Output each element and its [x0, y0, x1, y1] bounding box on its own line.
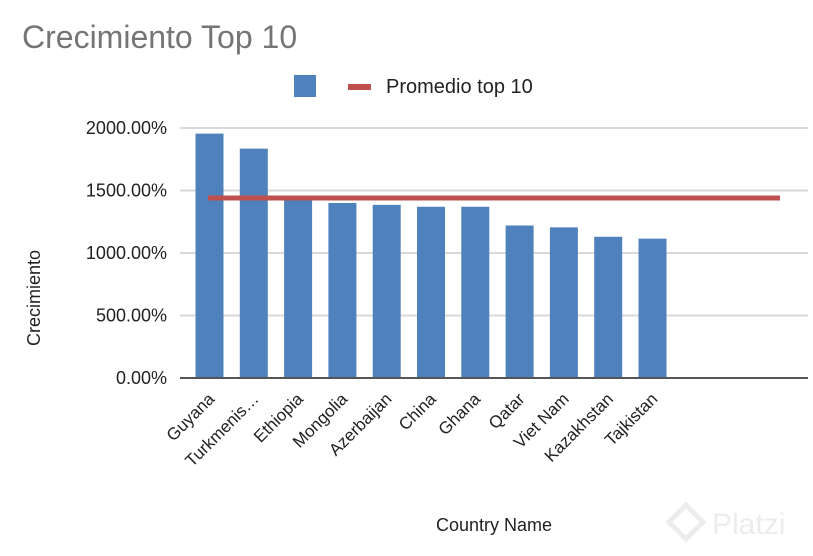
watermark: Platzi — [665, 501, 785, 543]
category-labels: GuyanaTurkmenis…EthiopiaMongoliaAzerbaij… — [163, 389, 662, 471]
category-label: China — [395, 389, 440, 434]
bar — [417, 206, 445, 378]
bar — [372, 204, 401, 378]
bar — [461, 206, 490, 378]
y-tick-label: 500.00% — [96, 306, 167, 326]
y-tick-labels: 0.00% 500.00% 1000.00% 1500.00% 2000.00% — [86, 118, 167, 388]
gridlines — [180, 127, 808, 317]
platzi-logo-icon — [665, 501, 707, 543]
bar — [638, 238, 667, 378]
y-tick-label: 2000.00% — [86, 118, 167, 138]
bar — [328, 203, 357, 378]
y-axis-title: Crecimiento — [24, 250, 44, 346]
y-tick-label: 1000.00% — [86, 243, 167, 263]
bar — [505, 225, 534, 378]
watermark-text: Platzi — [712, 508, 785, 541]
bar — [195, 133, 224, 378]
x-axis-title: Country Name — [436, 515, 552, 535]
legend: Promedio top 10 — [294, 75, 533, 98]
legend-bar-swatch — [294, 75, 316, 97]
bar — [284, 198, 313, 378]
bar — [549, 227, 578, 378]
y-tick-label: 1500.00% — [86, 181, 167, 201]
bars — [195, 133, 667, 378]
bar — [239, 148, 268, 378]
y-tick-label: 0.00% — [116, 368, 167, 388]
category-label: Ghana — [435, 389, 485, 439]
chart-title: Crecimiento Top 10 — [22, 19, 297, 55]
legend-average-label: Promedio top 10 — [386, 76, 533, 98]
bar — [594, 236, 623, 378]
